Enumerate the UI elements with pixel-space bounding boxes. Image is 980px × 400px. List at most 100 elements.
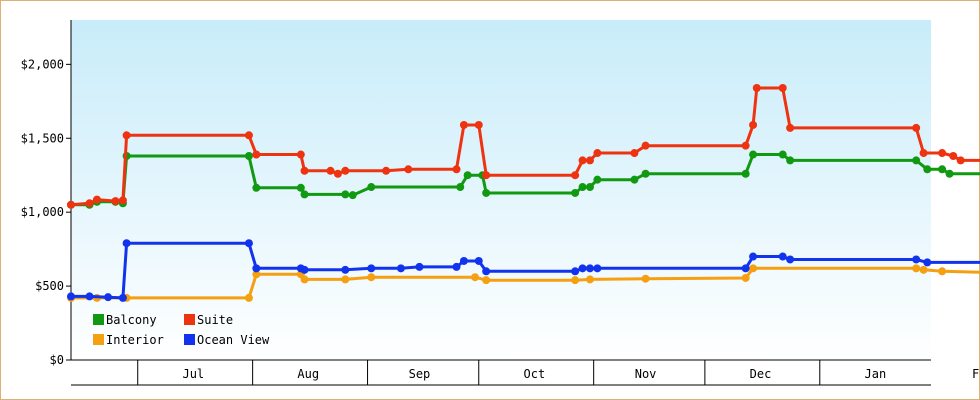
- data-point: [938, 267, 947, 276]
- data-point: [244, 131, 253, 140]
- data-point: [593, 149, 602, 158]
- data-point: [85, 199, 94, 208]
- data-point: [778, 252, 787, 261]
- data-point: [333, 169, 342, 178]
- data-point: [459, 120, 468, 129]
- legend-swatch: [93, 314, 104, 325]
- data-point: [741, 264, 750, 273]
- legend-swatch: [184, 334, 195, 345]
- data-point: [585, 183, 594, 192]
- data-point: [382, 166, 391, 175]
- data-point: [912, 255, 921, 264]
- data-point: [474, 120, 483, 129]
- data-point: [252, 270, 261, 279]
- data-point: [482, 276, 491, 285]
- legend-label: Suite: [197, 313, 233, 327]
- data-point: [341, 265, 350, 274]
- data-point: [67, 200, 75, 209]
- data-point: [585, 264, 594, 273]
- data-point: [578, 264, 587, 273]
- data-point: [482, 171, 491, 180]
- data-point: [104, 293, 113, 302]
- data-point: [452, 165, 461, 174]
- data-point: [67, 292, 75, 301]
- data-point: [741, 169, 750, 178]
- data-point: [367, 264, 376, 273]
- data-point: [471, 273, 480, 282]
- data-point: [348, 191, 357, 200]
- data-point: [778, 150, 787, 159]
- data-point: [912, 264, 921, 273]
- data-point: [111, 197, 120, 206]
- data-point: [252, 150, 261, 159]
- data-point: [593, 175, 602, 184]
- data-point: [341, 166, 350, 175]
- data-point: [912, 123, 921, 132]
- month-label: Feb: [972, 367, 980, 381]
- data-point: [578, 156, 587, 165]
- month-label: Nov: [635, 367, 657, 381]
- data-point: [482, 267, 491, 276]
- data-point: [938, 149, 947, 158]
- legend-label: Ocean View: [197, 333, 270, 347]
- legend: Balcony Suite Interior Ocean View: [93, 313, 270, 347]
- legend-label: Balcony: [106, 313, 157, 327]
- data-point: [326, 166, 335, 175]
- legend-swatch: [184, 314, 195, 325]
- data-point: [923, 165, 932, 174]
- data-point: [118, 196, 127, 205]
- legend-label: Interior: [106, 333, 164, 347]
- data-point: [786, 123, 795, 132]
- data-point: [749, 120, 758, 129]
- data-point: [956, 156, 965, 165]
- data-point: [415, 262, 424, 271]
- y-tick-label: $0: [50, 353, 64, 367]
- y-tick-label: $500: [35, 279, 64, 293]
- series-layer: [67, 84, 980, 302]
- data-point: [252, 183, 261, 192]
- data-point: [92, 195, 101, 204]
- data-point: [341, 275, 350, 284]
- data-point: [244, 239, 253, 248]
- y-tick-label: $1,500: [21, 131, 64, 145]
- data-point: [300, 190, 309, 199]
- data-point: [641, 141, 650, 150]
- data-point: [85, 292, 94, 301]
- data-point: [122, 131, 131, 140]
- data-point: [585, 156, 594, 165]
- data-point: [741, 273, 750, 282]
- data-point: [571, 276, 580, 285]
- y-axis: $0 $500 $1,000 $1,500 $2,000: [21, 20, 72, 367]
- data-point: [749, 264, 758, 273]
- data-point: [752, 84, 761, 92]
- data-point: [593, 264, 602, 273]
- month-label: Dec: [750, 367, 772, 381]
- y-tick-label: $1,000: [21, 205, 64, 219]
- data-point: [786, 255, 795, 264]
- y-tick-label: $2,000: [21, 57, 64, 71]
- data-point: [252, 264, 261, 273]
- data-point: [912, 156, 921, 165]
- data-point: [585, 275, 594, 284]
- data-point: [945, 169, 954, 178]
- data-point: [122, 239, 131, 248]
- data-point: [630, 175, 639, 184]
- data-point: [482, 188, 491, 197]
- data-point: [938, 165, 947, 174]
- data-point: [749, 252, 758, 261]
- data-point: [456, 183, 465, 192]
- data-point: [463, 171, 472, 180]
- data-point: [741, 141, 750, 150]
- data-point: [296, 150, 305, 159]
- data-point: [786, 156, 795, 165]
- data-point: [949, 152, 958, 160]
- data-point: [919, 265, 928, 274]
- month-label: Jan: [865, 367, 887, 381]
- data-point: [749, 150, 758, 159]
- data-point: [459, 256, 468, 265]
- data-point: [396, 264, 405, 273]
- data-point: [474, 256, 483, 265]
- data-point: [341, 190, 350, 199]
- data-point: [404, 165, 413, 174]
